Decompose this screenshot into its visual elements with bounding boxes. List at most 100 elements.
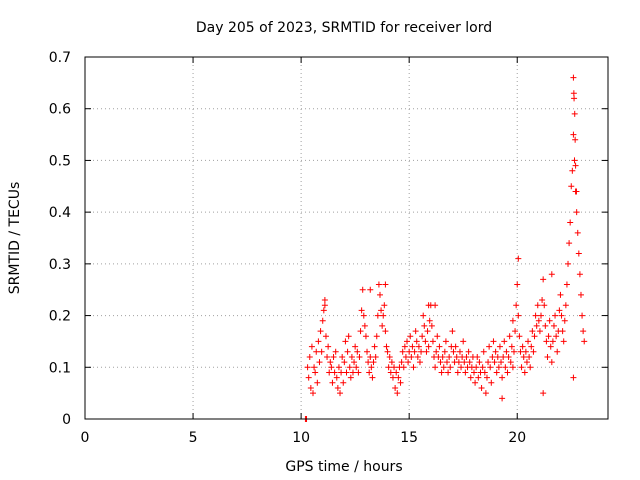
x-tick-label: 0 — [81, 430, 90, 446]
data-point — [542, 322, 549, 329]
x-tick-label: 5 — [189, 430, 198, 446]
data-point — [404, 338, 411, 345]
data-point — [526, 353, 533, 360]
data-point — [401, 343, 408, 350]
data-point — [554, 348, 561, 355]
data-point — [400, 364, 407, 371]
data-point — [516, 333, 523, 340]
data-point — [525, 338, 532, 345]
data-point — [367, 353, 374, 360]
data-point — [310, 390, 317, 397]
data-point — [535, 317, 542, 324]
data-point — [570, 74, 577, 81]
data-point — [355, 369, 362, 376]
data-point — [478, 384, 485, 391]
data-point — [314, 379, 321, 386]
y-tick-label: 0 — [62, 412, 71, 428]
data-point — [367, 286, 374, 293]
data-point — [382, 328, 389, 335]
data-point — [493, 369, 500, 376]
data-point — [514, 281, 521, 288]
data-point — [391, 364, 398, 371]
data-point — [499, 374, 506, 381]
data-point — [472, 379, 479, 386]
data-point — [450, 348, 457, 355]
data-point — [442, 338, 449, 345]
data-point — [460, 338, 467, 345]
data-point — [397, 379, 404, 386]
data-point — [339, 353, 346, 360]
data-point — [561, 317, 568, 324]
data-point — [521, 369, 528, 376]
data-point — [421, 322, 428, 329]
data-point — [445, 369, 452, 376]
data-point — [319, 317, 326, 324]
data-point — [411, 348, 418, 355]
data-point — [489, 353, 496, 360]
data-point — [351, 359, 358, 366]
data-point — [410, 364, 417, 371]
data-point — [506, 333, 513, 340]
data-point — [388, 359, 395, 366]
data-point — [394, 390, 401, 397]
data-point — [334, 384, 341, 391]
data-point — [383, 343, 390, 350]
data-point — [571, 157, 578, 164]
data-point — [517, 348, 524, 355]
data-point — [356, 353, 363, 360]
data-point — [415, 343, 422, 350]
data-point — [567, 219, 574, 226]
data-point — [419, 333, 426, 340]
data-point — [532, 312, 539, 319]
y-axis-label: SRMTID / TECUs — [7, 182, 23, 295]
data-point — [465, 348, 472, 355]
data-point — [550, 322, 557, 329]
data-point — [485, 359, 492, 366]
data-point — [562, 302, 569, 309]
data-point — [305, 374, 312, 381]
plot-frame — [84, 56, 609, 420]
y-tick-label: 0.1 — [49, 360, 71, 376]
data-point — [347, 374, 354, 381]
data-point — [575, 250, 582, 257]
data-point — [488, 379, 495, 386]
data-point — [499, 395, 506, 402]
data-point — [399, 348, 406, 355]
data-point — [343, 369, 350, 376]
data-point — [479, 364, 486, 371]
data-point — [393, 369, 400, 376]
data-point — [378, 307, 385, 314]
data-point — [365, 359, 372, 366]
data-point — [480, 348, 487, 355]
data-point — [505, 353, 512, 360]
data-point — [326, 369, 333, 376]
data-point — [408, 353, 415, 360]
data-point — [349, 369, 356, 376]
data-point — [413, 338, 420, 345]
data-point — [318, 348, 325, 355]
data-point — [362, 333, 369, 340]
data-point — [432, 364, 439, 371]
data-point — [317, 328, 324, 335]
data-point — [474, 353, 481, 360]
data-point — [361, 322, 368, 329]
data-point — [438, 369, 445, 376]
data-point — [436, 343, 443, 350]
data-point — [369, 374, 376, 381]
data-point — [507, 359, 514, 366]
data-point — [386, 353, 393, 360]
data-point — [446, 353, 453, 360]
data-point — [486, 343, 493, 350]
data-points — [302, 74, 588, 422]
data-point — [379, 322, 386, 329]
data-point — [454, 369, 461, 376]
data-point — [416, 359, 423, 366]
data-point — [475, 374, 482, 381]
data-point — [463, 353, 470, 360]
data-point — [437, 359, 444, 366]
data-point — [311, 364, 318, 371]
data-point — [428, 322, 435, 329]
data-point — [329, 379, 336, 386]
data-point — [473, 364, 480, 371]
data-point — [420, 312, 427, 319]
